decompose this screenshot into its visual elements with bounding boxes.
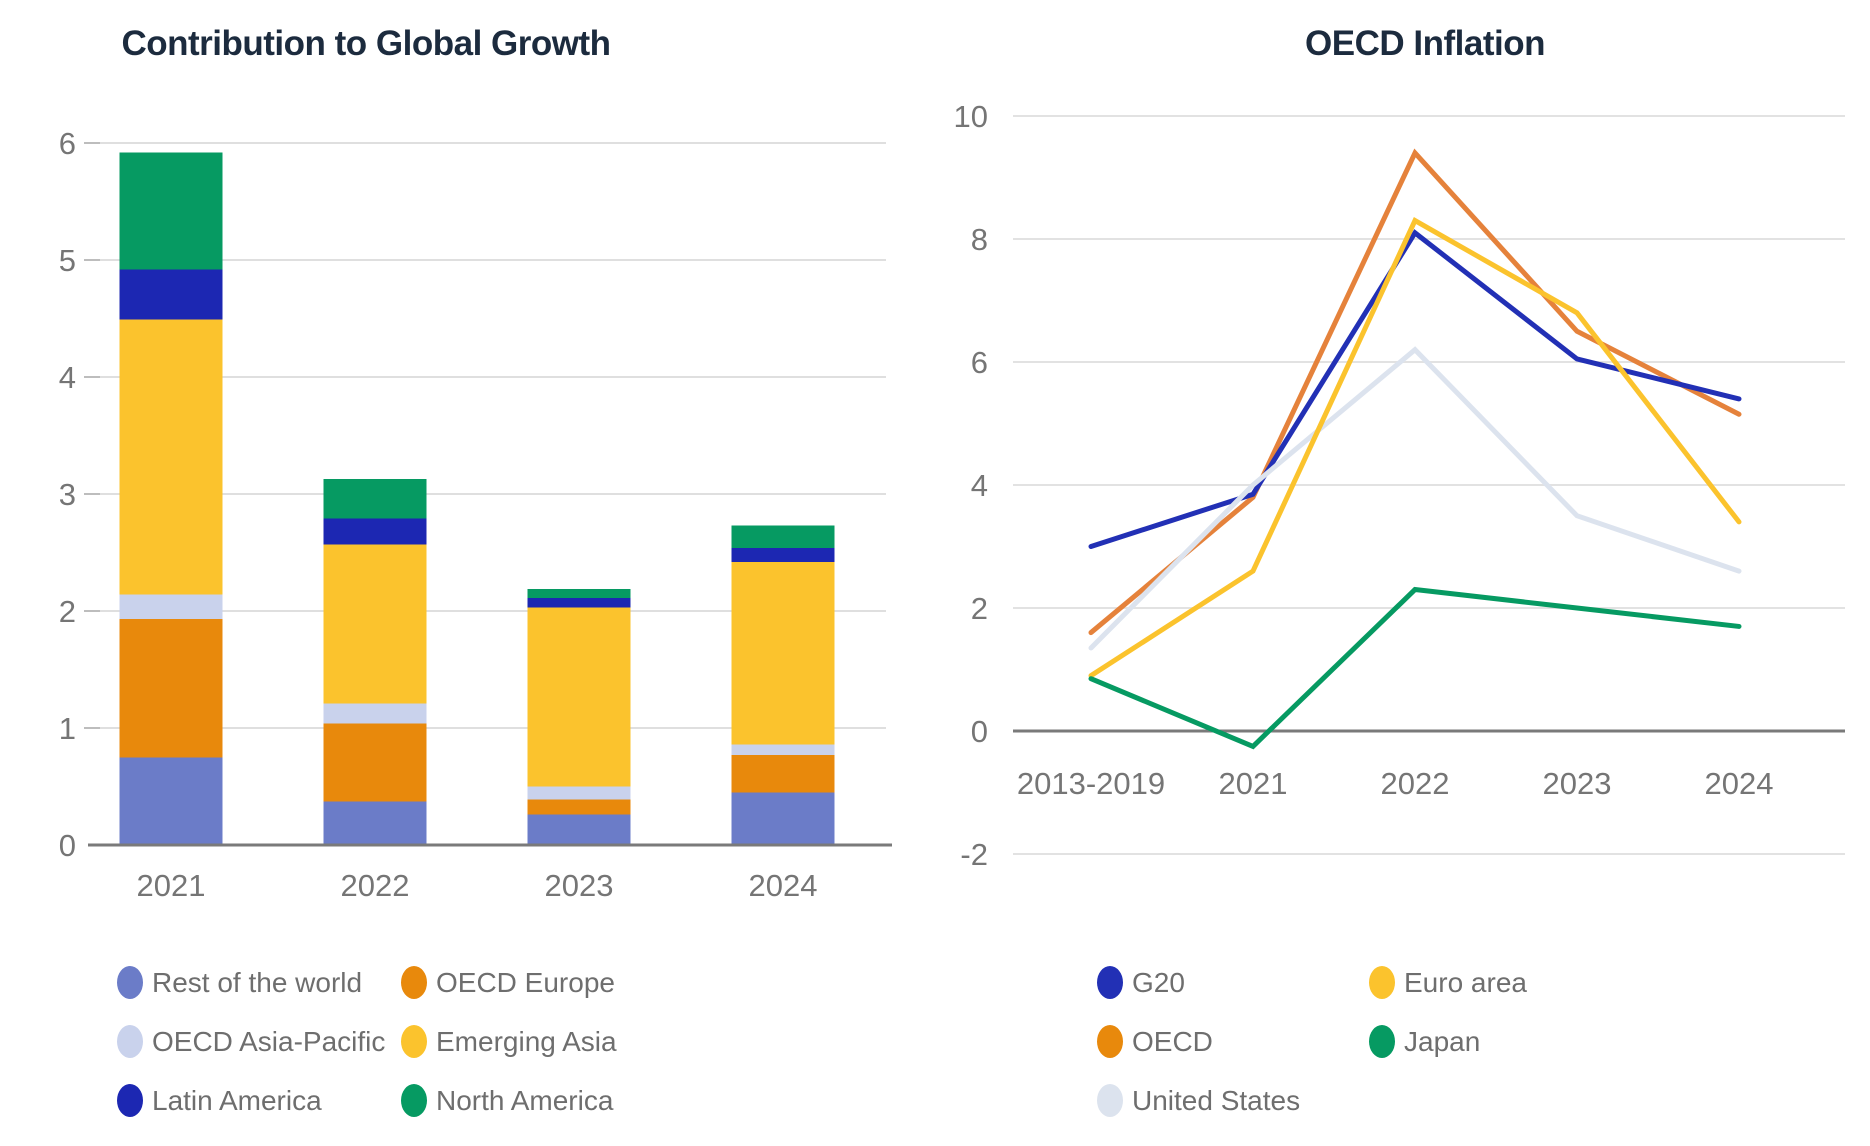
bar-segment-oecd-asia-pacific[interactable] bbox=[731, 744, 835, 755]
legend-dot-latin-america bbox=[117, 1084, 143, 1117]
bar-segment-north-america[interactable] bbox=[323, 478, 427, 519]
y-axis-tick-label: 3 bbox=[59, 477, 76, 512]
legend-label: North America bbox=[436, 1084, 614, 1116]
legend-label: Latin America bbox=[152, 1084, 322, 1116]
legend-dot-oecd bbox=[1097, 1025, 1123, 1058]
bar-segment-oecd-asia-pacific[interactable] bbox=[323, 703, 427, 724]
legend-item-latin-america[interactable]: Latin America bbox=[117, 1084, 385, 1117]
x-axis-tick-label: 2021 bbox=[137, 868, 206, 903]
x-axis-tick-label: 2021 bbox=[1219, 766, 1288, 801]
legend-item-euro-area[interactable]: Euro area bbox=[1369, 966, 1527, 999]
bar-segment-emerging-asia[interactable] bbox=[731, 561, 835, 745]
y-axis-tick-label: 0 bbox=[59, 828, 76, 863]
bar-segment-oecd-europe[interactable] bbox=[323, 723, 427, 802]
x-axis-tick-label: 2024 bbox=[1705, 766, 1774, 801]
legend-column: Rest of the world OECD Asia-Pacific Latin … bbox=[117, 966, 385, 1143]
bar-segment-rest-of-the-world[interactable] bbox=[527, 814, 631, 845]
legend-item-g20[interactable]: G20 bbox=[1097, 966, 1300, 999]
bar-segment-emerging-asia[interactable] bbox=[119, 319, 223, 595]
legend-item-oecd[interactable]: OECD bbox=[1097, 1025, 1300, 1058]
bar-segment-oecd-asia-pacific[interactable] bbox=[527, 786, 631, 800]
legend-dot-euro-area bbox=[1369, 966, 1395, 999]
y-axis-tick-label: 8 bbox=[971, 222, 988, 257]
y-axis-tick-label: 4 bbox=[971, 468, 988, 503]
bar-segment-latin-america[interactable] bbox=[731, 547, 835, 562]
x-axis-tick-label: 2023 bbox=[1543, 766, 1612, 801]
legend-label: Euro area bbox=[1404, 966, 1527, 998]
legend-item-oecd-asia-pacific[interactable]: OECD Asia-Pacific bbox=[117, 1025, 385, 1058]
y-axis-tick-label: 2 bbox=[59, 594, 76, 629]
growth-chart-title: Contribution to Global Growth bbox=[121, 24, 611, 63]
y-axis-tick-label: 2 bbox=[971, 591, 988, 626]
y-axis-tick-label: 6 bbox=[971, 345, 988, 380]
legend-label: Emerging Asia bbox=[436, 1025, 617, 1057]
y-axis-tick-label: 10 bbox=[954, 99, 988, 134]
legend-column: G20 OECD United States bbox=[1097, 966, 1300, 1143]
bar-segment-emerging-asia[interactable] bbox=[323, 544, 427, 704]
line-united-states[interactable] bbox=[1088, 346, 1742, 651]
legend-item-rest-of-the-world[interactable]: Rest of the world bbox=[117, 966, 385, 999]
legend-item-oecd-europe[interactable]: OECD Europe bbox=[401, 966, 617, 999]
legend-column: Euro area Japan bbox=[1369, 966, 1527, 1084]
bar-segment-oecd-asia-pacific[interactable] bbox=[119, 594, 223, 620]
bar-segment-emerging-asia[interactable] bbox=[527, 607, 631, 787]
legend-dot-g20 bbox=[1097, 966, 1123, 999]
bar-segment-latin-america[interactable] bbox=[527, 598, 631, 608]
legend-label: OECD Europe bbox=[436, 966, 615, 998]
bar-segment-north-america[interactable] bbox=[731, 525, 835, 548]
legend-label: Japan bbox=[1404, 1025, 1481, 1057]
legend-label: OECD Asia-Pacific bbox=[152, 1025, 386, 1057]
legend-dot-emerging-asia bbox=[401, 1025, 427, 1058]
bar-segment-oecd-europe[interactable] bbox=[527, 799, 631, 815]
legend-dot-oecd-asia-pacific bbox=[117, 1025, 143, 1058]
bar-segment-latin-america[interactable] bbox=[119, 269, 223, 320]
x-axis-tick-label: 2013-2019 bbox=[1017, 766, 1165, 801]
legend-item-japan[interactable]: Japan bbox=[1369, 1025, 1527, 1058]
legend-column: OECD Europe Emerging Asia North America bbox=[401, 966, 617, 1143]
line-euro-area[interactable] bbox=[1088, 217, 1742, 679]
legend-label: Rest of the world bbox=[152, 966, 363, 998]
bar-segment-oecd-europe[interactable] bbox=[731, 754, 835, 793]
legend-item-emerging-asia[interactable]: Emerging Asia bbox=[401, 1025, 617, 1058]
y-axis-tick-label: -2 bbox=[960, 837, 988, 872]
legend-label: G20 bbox=[1132, 966, 1185, 998]
bar-segment-north-america[interactable] bbox=[527, 588, 631, 599]
legend-dot-japan bbox=[1369, 1025, 1395, 1058]
bar-segment-north-america[interactable] bbox=[119, 152, 223, 270]
legend-label: United States bbox=[1132, 1084, 1301, 1116]
line-g20[interactable] bbox=[1088, 229, 1742, 549]
legend-dot-rest-of-the-world bbox=[117, 966, 143, 999]
x-axis-tick-label: 2024 bbox=[749, 868, 818, 903]
bar-segment-oecd-europe[interactable] bbox=[119, 619, 223, 758]
y-axis-tick-label: 4 bbox=[59, 360, 76, 395]
y-axis-tick-label: 5 bbox=[59, 243, 76, 278]
bar-segment-latin-america[interactable] bbox=[323, 518, 427, 545]
legend-dot-oecd-europe bbox=[401, 966, 427, 999]
legend-label: OECD bbox=[1132, 1025, 1213, 1057]
x-axis-tick-label: 2023 bbox=[545, 868, 614, 903]
bar-segment-rest-of-the-world[interactable] bbox=[731, 792, 835, 845]
x-axis-tick-label: 2022 bbox=[1381, 766, 1450, 801]
y-axis-tick-label: 6 bbox=[59, 126, 76, 161]
legend-item-united-states[interactable]: United States bbox=[1097, 1084, 1300, 1117]
y-axis-tick-label: 0 bbox=[971, 714, 988, 749]
y-axis-tick-label: 1 bbox=[59, 711, 76, 746]
legend-dot-north-america bbox=[401, 1084, 427, 1117]
legend-dot-united-states bbox=[1097, 1084, 1123, 1117]
inflation-chart-title: OECD Inflation bbox=[1305, 24, 1545, 63]
legend-item-north-america[interactable]: North America bbox=[401, 1084, 617, 1117]
line-japan[interactable] bbox=[1088, 586, 1742, 750]
x-axis-tick-label: 2022 bbox=[341, 868, 410, 903]
bar-segment-rest-of-the-world[interactable] bbox=[323, 801, 427, 845]
bar-segment-rest-of-the-world[interactable] bbox=[119, 757, 223, 845]
